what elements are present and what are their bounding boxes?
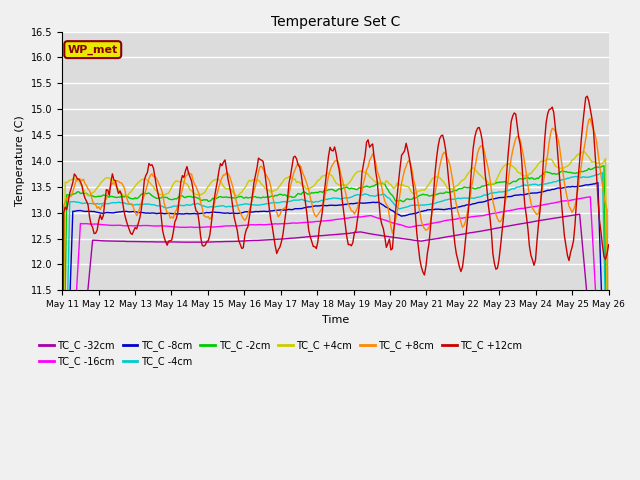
TC_C +12cm <box>221 157 229 163</box>
Line: TC_C -16cm: TC_C -16cm <box>62 197 609 480</box>
Title: Temperature Set C: Temperature Set C <box>271 15 400 29</box>
TC_C -8cm <box>239 210 247 216</box>
TC_C +8cm <box>248 194 256 200</box>
TC_C -8cm <box>125 209 133 215</box>
TC_C +4cm <box>605 444 612 450</box>
TC_C +12cm <box>605 242 612 248</box>
TC_C -4cm <box>574 174 582 180</box>
TC_C +4cm <box>239 187 247 192</box>
TC_C +12cm <box>574 175 582 181</box>
Line: TC_C -2cm: TC_C -2cm <box>62 166 609 480</box>
Y-axis label: Temperature (C): Temperature (C) <box>15 116 25 206</box>
TC_C -2cm <box>600 163 608 168</box>
TC_C +4cm <box>125 190 133 196</box>
TC_C -16cm <box>125 223 133 228</box>
TC_C -16cm <box>248 222 256 228</box>
TC_C +4cm <box>297 181 305 187</box>
Line: TC_C -8cm: TC_C -8cm <box>62 182 609 480</box>
TC_C -2cm <box>297 192 305 197</box>
TC_C -2cm <box>248 195 256 201</box>
Line: TC_C +4cm: TC_C +4cm <box>62 152 609 463</box>
TC_C -8cm <box>297 206 305 212</box>
TC_C +8cm <box>586 116 594 121</box>
TC_C -32cm <box>125 239 133 244</box>
Legend: TC_C -32cm, TC_C -16cm, TC_C -8cm, TC_C -4cm, TC_C -2cm, TC_C +4cm, TC_C +8cm, T: TC_C -32cm, TC_C -16cm, TC_C -8cm, TC_C … <box>35 336 526 371</box>
TC_C -16cm <box>297 220 305 226</box>
X-axis label: Time: Time <box>322 314 349 324</box>
TC_C +12cm <box>125 226 133 232</box>
TC_C -32cm <box>297 235 305 240</box>
TC_C -32cm <box>248 238 256 243</box>
TC_C -4cm <box>239 202 247 207</box>
TC_C -32cm <box>221 239 229 244</box>
TC_C +8cm <box>221 172 229 178</box>
TC_C -16cm <box>574 196 582 202</box>
TC_C -8cm <box>221 210 229 216</box>
TC_C +4cm <box>574 151 582 157</box>
TC_C -4cm <box>598 170 606 176</box>
TC_C -32cm <box>576 211 584 217</box>
TC_C +4cm <box>580 149 588 155</box>
TC_C +8cm <box>605 432 612 438</box>
TC_C +12cm <box>248 192 256 198</box>
TC_C -2cm <box>574 170 582 176</box>
TC_C -2cm <box>125 195 133 201</box>
TC_C +12cm <box>584 93 591 99</box>
TC_C -32cm <box>239 238 247 244</box>
Line: TC_C -32cm: TC_C -32cm <box>62 214 609 480</box>
TC_C +4cm <box>58 460 66 466</box>
TC_C -16cm <box>221 223 229 229</box>
Text: WP_met: WP_met <box>68 45 118 55</box>
TC_C +4cm <box>248 177 256 183</box>
TC_C -2cm <box>221 194 229 200</box>
TC_C +4cm <box>221 185 229 191</box>
TC_C -32cm <box>574 212 582 217</box>
TC_C -4cm <box>297 197 305 203</box>
TC_C -8cm <box>574 184 582 190</box>
Line: TC_C +8cm: TC_C +8cm <box>62 119 609 435</box>
TC_C -8cm <box>594 180 602 185</box>
TC_C -8cm <box>248 209 256 215</box>
TC_C +8cm <box>125 201 133 207</box>
TC_C -16cm <box>586 194 594 200</box>
TC_C +12cm <box>239 245 247 251</box>
Line: TC_C -4cm: TC_C -4cm <box>62 173 609 480</box>
TC_C -2cm <box>239 195 247 201</box>
TC_C +8cm <box>58 431 66 436</box>
TC_C -4cm <box>125 201 133 207</box>
TC_C +8cm <box>574 185 582 191</box>
TC_C -2cm <box>605 471 612 477</box>
TC_C -4cm <box>605 455 612 460</box>
TC_C -16cm <box>239 223 247 228</box>
Line: TC_C +12cm: TC_C +12cm <box>62 96 609 480</box>
TC_C +8cm <box>239 216 247 221</box>
TC_C +8cm <box>297 165 305 170</box>
TC_C +12cm <box>297 171 305 177</box>
TC_C -4cm <box>221 204 229 209</box>
TC_C -4cm <box>248 202 256 207</box>
